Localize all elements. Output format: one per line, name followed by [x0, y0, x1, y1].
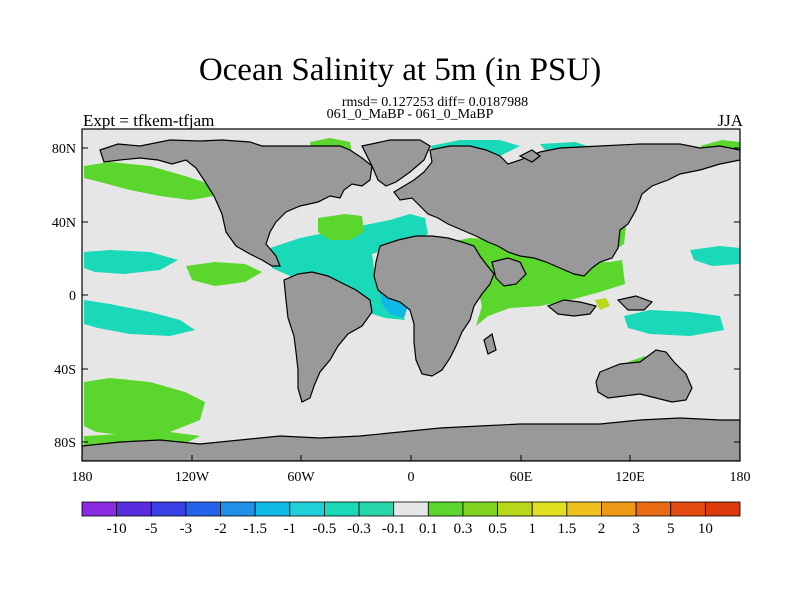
lat-tick-label: 0 — [69, 289, 76, 304]
longitude-axis — [81, 455, 741, 461]
colorbar-swatch — [393, 501, 429, 517]
colorbar-label: 10 — [698, 521, 713, 537]
colorbar-swatch — [185, 501, 221, 517]
colorbar-swatch — [531, 501, 568, 517]
lat-tick-label: 80S — [54, 436, 76, 451]
lon-tick-label: 120E — [615, 470, 645, 485]
land-north-america — [99, 139, 373, 267]
colorbar-swatch — [289, 501, 325, 517]
colorbar-swatch — [358, 501, 395, 517]
colorbar-swatch — [324, 501, 360, 517]
land-australia — [595, 349, 693, 403]
lon-tick-label: 60E — [510, 470, 533, 485]
longitude-labels: 180 120W 60W 0 60E 120E 180 — [72, 470, 751, 485]
colorbar-label: 1.5 — [557, 521, 576, 537]
latitude-labels: 80N 40N 0 40S 80S — [52, 142, 76, 451]
land-greenland — [361, 139, 431, 187]
stronger-negative-region — [380, 292, 408, 318]
map-content — [82, 138, 740, 461]
colorbar-label: 0.3 — [454, 521, 473, 537]
colorbar-label: 0.1 — [419, 521, 438, 537]
land-indonesia — [546, 299, 598, 317]
colorbar-label: -3 — [180, 521, 193, 537]
colorbar-swatch — [220, 501, 256, 517]
land-africa — [373, 235, 495, 377]
colorbar-swatch — [670, 501, 706, 517]
colorbar-label: 1 — [528, 521, 536, 537]
lat-tick-label: 80N — [52, 142, 76, 157]
colorbar-swatch — [150, 501, 187, 517]
colorbar-swatch — [81, 501, 118, 517]
colorbar-label: 2 — [598, 521, 606, 537]
land-arabia — [491, 257, 527, 287]
colorbar — [81, 501, 741, 517]
colorbar-label: -0.1 — [382, 521, 406, 537]
colorbar-label: 5 — [667, 521, 675, 537]
land-madagascar — [483, 332, 497, 355]
colorbar-label: -2 — [214, 521, 227, 537]
season-label: JJA — [717, 111, 743, 130]
colorbar-label: -10 — [107, 521, 127, 537]
land-south-america — [283, 271, 373, 403]
lon-tick-label: 180 — [730, 470, 751, 485]
stats-line: rmsd= 0.127253 diff= 0.0187988 — [341, 95, 529, 110]
colorbar-swatch — [635, 501, 672, 517]
lat-tick-label: 40S — [54, 363, 76, 378]
colorbar-label: -1.5 — [243, 521, 267, 537]
colorbar-swatch — [254, 501, 291, 517]
colorbar-label: 3 — [632, 521, 640, 537]
lon-tick-label: 180 — [72, 470, 93, 485]
chart-title: Ocean Salinity at 5m (in PSU) — [198, 52, 602, 88]
colorbar-swatch — [462, 501, 498, 517]
lon-tick-label: 120W — [175, 470, 210, 485]
land-antarctica — [82, 417, 740, 461]
land-eurasia — [393, 143, 740, 277]
colorbar-label: -0.3 — [347, 521, 371, 537]
lon-tick-label: 60W — [287, 470, 315, 485]
latitude-axis — [82, 147, 740, 443]
colorbar-swatch — [566, 501, 602, 517]
land-masses — [82, 139, 740, 461]
colorbar-swatch — [427, 501, 464, 517]
lon-tick-label: 0 — [408, 470, 415, 485]
colorbar-swatch — [601, 501, 637, 517]
colorbar-swatch — [116, 501, 152, 517]
colorbar-label: -0.5 — [313, 521, 337, 537]
experiment-label: Expt = tfkem-tfjam — [83, 111, 215, 130]
land-new-guinea — [616, 295, 654, 311]
colorbar-swatch — [497, 501, 533, 517]
colorbar-label: -1 — [284, 521, 297, 537]
comparison-line: 061_0_MaBP - 061_0_MaBP — [326, 107, 494, 122]
medium-positive-region — [595, 298, 610, 310]
colorbar-label: -5 — [145, 521, 158, 537]
lat-tick-label: 40N — [52, 216, 76, 231]
colorbar-label: 0.5 — [488, 521, 507, 537]
colorbar-swatch — [704, 501, 741, 517]
colorbar-labels: -10 -5 -3 -2 -1.5 -1 -0.5 -0.3 -0.1 0.1 0.3 0.5 1 1.5… — [107, 521, 713, 537]
land-arctic-island — [518, 149, 541, 163]
negative-anomaly-regions — [84, 140, 740, 336]
